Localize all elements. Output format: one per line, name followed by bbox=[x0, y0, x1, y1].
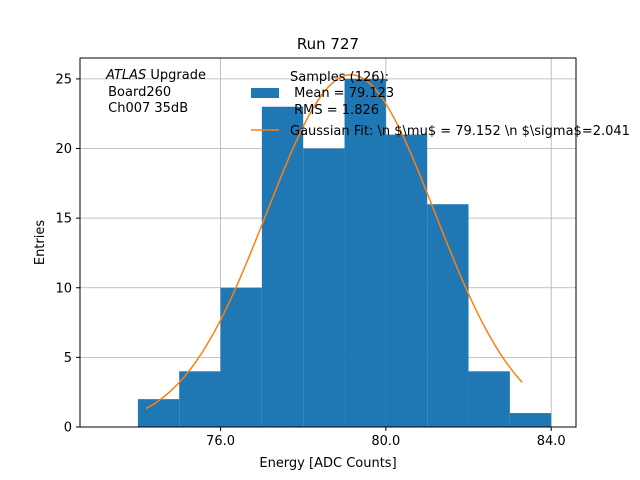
histogram-bar-2 bbox=[220, 287, 262, 427]
histogram-bar-3 bbox=[261, 106, 304, 428]
y-tick-label-4: 20 bbox=[55, 142, 72, 157]
histogram-bar-0 bbox=[137, 399, 180, 427]
annotation-atlas: ATLAS bbox=[105, 68, 146, 83]
annotation-board: Board260 bbox=[104, 85, 171, 100]
histogram-bar-8 bbox=[468, 371, 510, 427]
annotation-channel: Ch007 35dB bbox=[104, 101, 188, 116]
x-tick-label-2: 84.0 bbox=[537, 434, 566, 449]
legend: Samples (126): Mean = 79.123 RMS = 1.826… bbox=[251, 70, 630, 139]
x-axis-label: Energy [ADC Counts] bbox=[259, 456, 396, 471]
histogram-bar-1 bbox=[179, 371, 221, 427]
histogram-bars bbox=[137, 78, 552, 428]
histogram-bar-9 bbox=[509, 413, 552, 427]
y-tick-label-0: 0 bbox=[64, 421, 72, 436]
axes-frame bbox=[79, 57, 577, 428]
y-axis-label: Entries bbox=[33, 220, 48, 266]
legend-samples-label: Samples (126): bbox=[290, 70, 389, 85]
x-tick-label-0: 76.0 bbox=[206, 434, 235, 449]
gaussian-fit-curve bbox=[145, 73, 523, 410]
x-tick-label-1: 80.0 bbox=[371, 434, 400, 449]
atlas-annotation: ATLAS Upgrade Board260 Ch007 35dB bbox=[104, 68, 206, 116]
chart-title: Run 727 bbox=[297, 35, 359, 53]
legend-samples-mean: Mean = 79.123 bbox=[290, 86, 394, 101]
histogram-bar-4 bbox=[303, 148, 345, 427]
y-tick-label-3: 15 bbox=[55, 212, 72, 227]
legend-fit-label: Gaussian Fit: \n $\mu$ = 79.152 \n $\sig… bbox=[290, 124, 630, 139]
legend-samples-patch bbox=[251, 88, 279, 98]
axis-ticks: 76.0 80.0 84.0 0 5 10 15 20 25 bbox=[55, 72, 565, 449]
annotation-title: ATLAS Upgrade bbox=[105, 68, 206, 83]
y-tick-label-2: 10 bbox=[55, 281, 72, 296]
y-tick-label-5: 25 bbox=[55, 72, 72, 87]
legend-samples-rms: RMS = 1.826 bbox=[290, 103, 379, 118]
y-tick-label-1: 5 bbox=[64, 351, 72, 366]
histogram-bar-6 bbox=[385, 134, 428, 427]
histogram-bar-5 bbox=[344, 78, 386, 428]
gaussian-fit bbox=[145, 73, 523, 410]
annotation-upgrade: Upgrade bbox=[146, 68, 206, 83]
histogram-bar-7 bbox=[427, 204, 469, 427]
